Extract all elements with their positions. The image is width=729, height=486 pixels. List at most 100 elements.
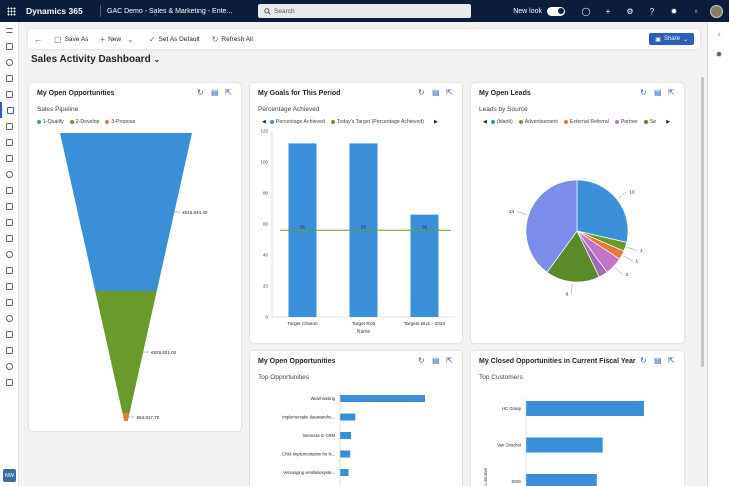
goals-bar-chart: 0 20 40 60 80 100 120 Target Charon 56 Target Rob… bbox=[260, 129, 455, 335]
products-icon[interactable] bbox=[0, 262, 19, 278]
contacts-icon[interactable] bbox=[0, 150, 19, 166]
expand-icon[interactable]: ⇱ bbox=[668, 88, 675, 97]
legend-next-icon[interactable]: ▶ bbox=[434, 119, 438, 125]
expand-icon[interactable]: ⇱ bbox=[446, 356, 453, 365]
marketing-icon[interactable] bbox=[0, 278, 19, 294]
app-launcher-button[interactable] bbox=[0, 0, 22, 22]
card-title: My Open Opportunities bbox=[37, 90, 115, 97]
legend-swatch bbox=[490, 120, 495, 124]
top-customers-chart: HC Groep Van Oirschot EMG Customer bbox=[483, 397, 644, 486]
card-actions: ↻ ▤ ⇱ bbox=[412, 89, 454, 97]
y-axis-label: Customer bbox=[483, 467, 488, 486]
chat-icon[interactable]: ▫ bbox=[694, 6, 698, 16]
x-axis-label: Name bbox=[357, 329, 371, 335]
view-records-icon[interactable]: ▤ bbox=[432, 356, 440, 365]
refresh-icon[interactable]: ↻ bbox=[197, 88, 204, 97]
add-icon[interactable]: + bbox=[605, 6, 611, 16]
area-switcher[interactable]: NW bbox=[3, 469, 16, 482]
share-button[interactable]: ▣ Share ⌄ bbox=[649, 33, 694, 45]
view-records-icon[interactable]: ▤ bbox=[432, 88, 440, 97]
page-scrollbar[interactable] bbox=[701, 77, 704, 367]
page-title: Sales Activity Dashboard bbox=[31, 54, 151, 65]
refresh-all-button[interactable]: ↻ Refresh All bbox=[206, 29, 259, 49]
legend-item[interactable]: 3-Propose bbox=[105, 119, 135, 125]
expand-icon[interactable]: ⇱ bbox=[446, 88, 453, 97]
new-button[interactable]: + New ⌄ bbox=[94, 29, 142, 49]
bar bbox=[340, 450, 351, 458]
back-button[interactable]: ← bbox=[33, 34, 43, 44]
save-as-button[interactable]: ▢ Save As bbox=[48, 29, 94, 49]
pie-slice bbox=[525, 179, 578, 273]
lightbulb-icon[interactable]: ◯ bbox=[581, 6, 591, 16]
refresh-icon[interactable]: ↻ bbox=[418, 88, 425, 97]
sales-accelerator-icon[interactable] bbox=[0, 86, 19, 102]
legend-prev-icon[interactable]: ◀ bbox=[262, 119, 266, 125]
chart-title: Leads by Source bbox=[479, 106, 528, 113]
accounts-icon[interactable] bbox=[0, 134, 19, 150]
new-look-toggle[interactable] bbox=[547, 6, 565, 16]
funnel-chart: €515,644.40 €629,821.00 €54,817.70 bbox=[60, 133, 208, 421]
home-icon[interactable] bbox=[0, 38, 19, 54]
save-icon: ▢ bbox=[54, 34, 62, 44]
legend-item[interactable]: Today's Target (Percentage Achieved) bbox=[330, 119, 425, 125]
legend-item[interactable]: (blank) bbox=[490, 119, 513, 125]
legend-label: External Referral bbox=[569, 119, 609, 125]
new-look-label: New look bbox=[513, 7, 542, 15]
refresh-icon[interactable]: ↻ bbox=[640, 356, 647, 365]
y-tick-label: 80 bbox=[263, 191, 269, 196]
dashboards-icon[interactable] bbox=[0, 102, 19, 118]
legend-item[interactable]: Partner bbox=[614, 119, 638, 125]
legend-swatch bbox=[643, 120, 648, 124]
app-name[interactable]: Dynamics 365 bbox=[26, 6, 83, 16]
copilot-side-icon[interactable]: ✹ bbox=[715, 49, 723, 59]
legend-item[interactable]: Percentage Achieved bbox=[269, 119, 325, 125]
legend-prev-icon[interactable]: ◀ bbox=[483, 119, 487, 125]
activities-icon[interactable] bbox=[0, 118, 19, 134]
view-records-icon[interactable]: ▤ bbox=[211, 88, 219, 97]
pinned-icon[interactable] bbox=[0, 70, 19, 86]
people-icon[interactable] bbox=[0, 358, 19, 374]
refresh-icon[interactable]: ↻ bbox=[418, 356, 425, 365]
legend-item[interactable]: Advertisement bbox=[518, 119, 558, 125]
leads-icon[interactable] bbox=[0, 166, 19, 182]
closed-opportunities-card: My Closed Opportunities in Current Fisca… bbox=[471, 351, 684, 486]
settings-icon[interactable] bbox=[0, 310, 19, 326]
legend-next-icon[interactable]: ▶ bbox=[666, 119, 671, 125]
calendar-icon[interactable] bbox=[0, 374, 19, 390]
set-as-default-button[interactable]: ✓ Set As Default bbox=[143, 29, 206, 49]
legend-label: Today's Target (Percentage Achieved) bbox=[336, 119, 425, 125]
refresh-all-label: Refresh All bbox=[221, 35, 253, 43]
expand-icon[interactable]: ⇱ bbox=[225, 88, 232, 97]
search-box[interactable]: Search bbox=[258, 4, 471, 18]
user-avatar[interactable] bbox=[710, 4, 723, 18]
view-records-icon[interactable]: ▤ bbox=[654, 356, 662, 365]
legend-item[interactable]: Se bbox=[643, 119, 656, 125]
invoices-icon[interactable] bbox=[0, 230, 19, 246]
documents-icon[interactable] bbox=[0, 342, 19, 358]
teams-chat-icon[interactable]: ▫ bbox=[717, 29, 721, 39]
legend-item[interactable]: 2-Develop bbox=[69, 119, 99, 125]
chevron-down-icon[interactable]: ⌄ bbox=[127, 34, 134, 44]
legend-item[interactable]: 1-Qualify bbox=[37, 119, 64, 125]
competitors-icon[interactable] bbox=[0, 246, 19, 262]
quotes-icon[interactable] bbox=[0, 198, 19, 214]
legend-item[interactable]: External Referral bbox=[563, 119, 609, 125]
expand-icon[interactable]: ⇱ bbox=[668, 356, 675, 365]
legend-swatch bbox=[37, 120, 41, 124]
y-tick-label: EMG bbox=[511, 479, 521, 484]
cube-icon[interactable] bbox=[0, 326, 19, 342]
gear-icon[interactable]: ⚙ bbox=[626, 6, 634, 16]
refresh-icon[interactable]: ↻ bbox=[640, 88, 647, 97]
tools-icon[interactable] bbox=[0, 294, 19, 310]
data-label-leader bbox=[517, 211, 527, 215]
view-records-icon[interactable]: ▤ bbox=[654, 88, 662, 97]
card-title: My Open Opportunities bbox=[258, 358, 336, 365]
recent-icon[interactable] bbox=[0, 54, 19, 70]
orders-icon[interactable] bbox=[0, 214, 19, 230]
help-icon[interactable]: ? bbox=[649, 6, 655, 16]
hamburger-icon[interactable] bbox=[0, 22, 19, 38]
dashboard-selector[interactable]: Sales Activity Dashboard ⌄ bbox=[31, 54, 160, 65]
app-area-title[interactable]: GAC Demo - Sales & Marketing - Ente... bbox=[107, 7, 233, 15]
opportunities-icon[interactable] bbox=[0, 182, 19, 198]
copilot-icon[interactable]: ✹ bbox=[670, 6, 678, 16]
